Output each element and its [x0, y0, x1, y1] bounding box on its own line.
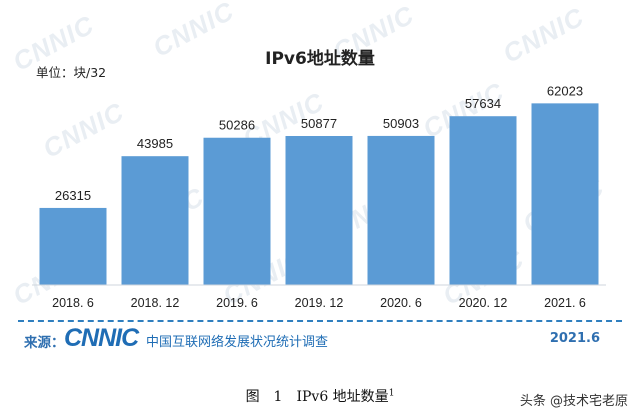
bar-value-label: 43985 — [137, 136, 173, 151]
chart-title: IPv6地址数量 — [265, 49, 375, 69]
x-tick-label: 2019. 12 — [295, 296, 344, 310]
x-tick-label: 2021. 6 — [544, 296, 586, 310]
footer-divider — [18, 320, 622, 322]
unit-label: 单位：块/32 — [36, 65, 107, 80]
x-tick-label: 2020. 12 — [459, 296, 508, 310]
bar — [367, 135, 435, 285]
bar-value-label: 50903 — [383, 116, 419, 131]
bar-value-label: 62023 — [547, 83, 583, 98]
source-label: 来源： — [24, 335, 65, 351]
figure-caption: 图 1 IPv6 地址数量1 — [0, 386, 640, 406]
bar — [531, 103, 599, 286]
bar — [285, 136, 353, 285]
caption-footnote-mark: 1 — [388, 388, 395, 399]
bar — [203, 137, 271, 285]
source-credit: 头条 @技术宅老原 — [519, 394, 628, 409]
bar — [39, 207, 107, 285]
cnnic-logo: CNNIC — [64, 324, 139, 352]
bar — [449, 116, 517, 285]
footer-date: 2021.6 — [549, 331, 600, 346]
organization-name: 中国互联网络发展状况统计调查 — [146, 335, 329, 350]
caption-text: 图 1 IPv6 地址数量 — [245, 389, 389, 405]
bar-value-label: 50877 — [301, 116, 337, 131]
x-tick-label: 2018. 6 — [52, 296, 94, 310]
x-tick-label: 2018. 12 — [131, 296, 180, 310]
x-tick-label: 2020. 6 — [380, 296, 422, 310]
bar-value-label: 26315 — [55, 188, 91, 203]
bar-value-label: 57634 — [465, 96, 501, 111]
x-tick-label: 2019. 6 — [216, 296, 258, 310]
bar — [121, 156, 189, 285]
bar-value-label: 50286 — [219, 118, 255, 133]
